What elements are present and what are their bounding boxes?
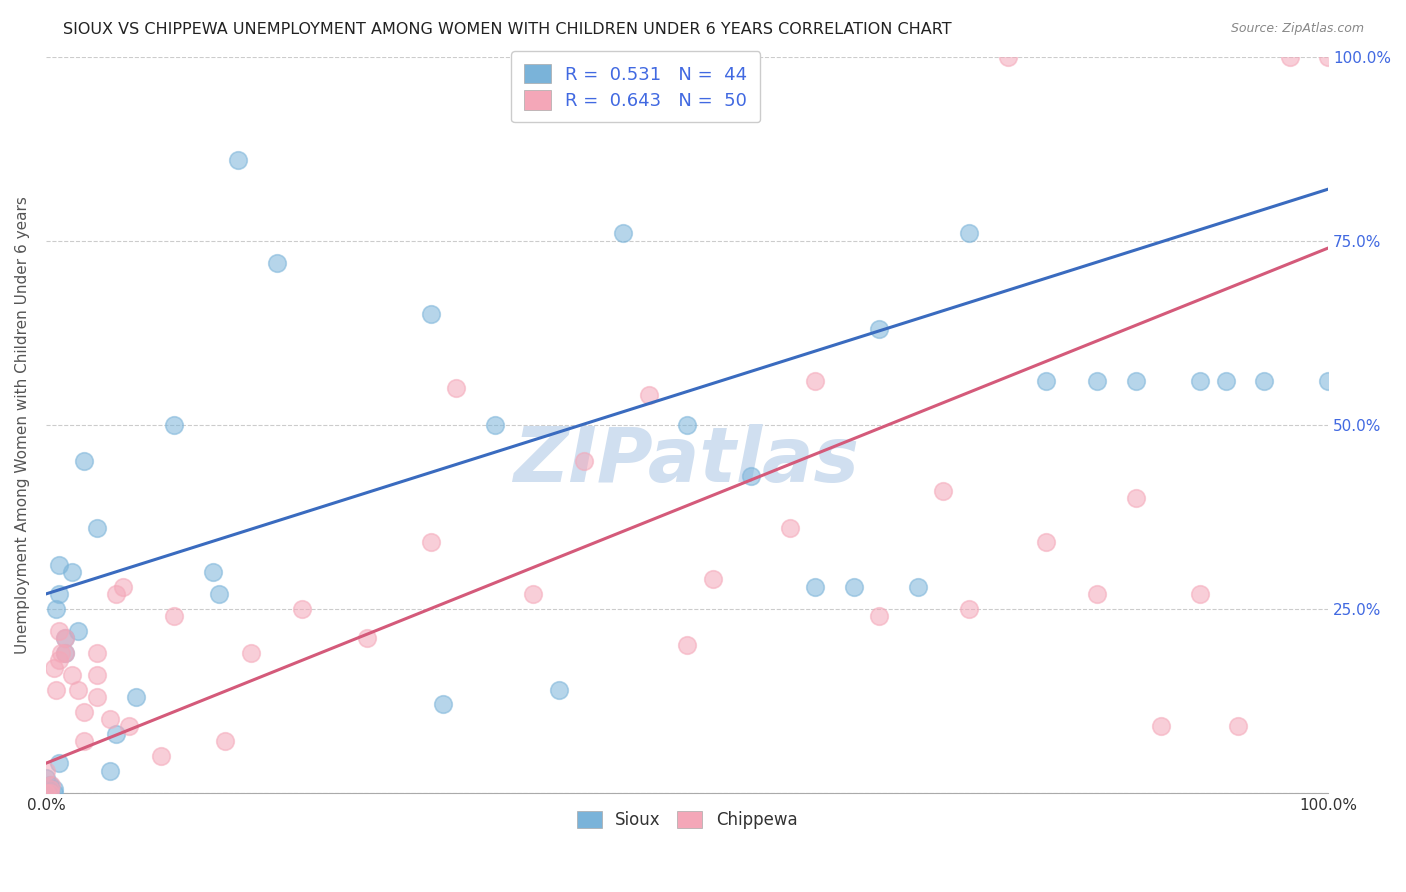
Point: [291, 601, 314, 615]
Point: [48, 756, 70, 771]
Point: [432, 698, 454, 712]
Point: [547, 682, 569, 697]
Point: [125, 690, 148, 704]
Point: [201, 565, 224, 579]
Point: [1188, 374, 1211, 388]
Point: [1253, 374, 1275, 388]
Point: [907, 580, 929, 594]
Point: [38, 778, 60, 792]
Point: [66, 682, 89, 697]
Point: [740, 469, 762, 483]
Point: [574, 454, 596, 468]
Point: [150, 748, 173, 763]
Point: [446, 381, 468, 395]
Point: [1085, 587, 1108, 601]
Point: [45, 601, 67, 615]
Text: Source: ZipAtlas.com: Source: ZipAtlas.com: [1230, 22, 1364, 36]
Point: [38, 782, 60, 797]
Point: [1227, 719, 1250, 733]
Point: [1188, 587, 1211, 601]
Point: [105, 587, 128, 601]
Point: [163, 609, 186, 624]
Point: [53, 646, 76, 660]
Point: [163, 417, 186, 432]
Point: [214, 734, 236, 748]
Point: [419, 535, 441, 549]
Point: [42, 782, 65, 797]
Point: [35, 786, 58, 800]
Point: [60, 565, 83, 579]
Point: [804, 374, 827, 388]
Point: [868, 322, 890, 336]
Point: [111, 580, 134, 594]
Point: [51, 646, 73, 660]
Legend: Sioux, Chippewa: Sioux, Chippewa: [569, 805, 804, 836]
Point: [637, 388, 659, 402]
Point: [1215, 374, 1237, 388]
Point: [98, 764, 121, 778]
Point: [73, 454, 96, 468]
Point: [86, 668, 108, 682]
Point: [932, 483, 955, 498]
Point: [48, 558, 70, 572]
Point: [226, 153, 249, 167]
Point: [702, 572, 724, 586]
Point: [240, 646, 263, 660]
Point: [53, 631, 76, 645]
Point: [676, 417, 699, 432]
Text: ZIPatlas: ZIPatlas: [515, 425, 860, 499]
Point: [1317, 50, 1340, 64]
Point: [53, 631, 76, 645]
Point: [612, 227, 634, 241]
Point: [1317, 374, 1340, 388]
Point: [45, 682, 67, 697]
Point: [73, 705, 96, 719]
Point: [73, 734, 96, 748]
Point: [118, 719, 141, 733]
Point: [1125, 374, 1147, 388]
Point: [35, 771, 58, 785]
Point: [842, 580, 865, 594]
Point: [1278, 50, 1301, 64]
Point: [779, 521, 801, 535]
Point: [1125, 491, 1147, 506]
Point: [53, 646, 76, 660]
Point: [997, 50, 1019, 64]
Point: [419, 307, 441, 321]
Point: [35, 764, 58, 778]
Point: [86, 690, 108, 704]
Point: [676, 639, 699, 653]
Point: [66, 624, 89, 638]
Point: [86, 521, 108, 535]
Point: [1150, 719, 1173, 733]
Point: [208, 587, 231, 601]
Point: [522, 587, 544, 601]
Point: [38, 782, 60, 797]
Point: [356, 631, 378, 645]
Y-axis label: Unemployment Among Women with Children Under 6 years: Unemployment Among Women with Children U…: [15, 195, 30, 654]
Point: [48, 624, 70, 638]
Point: [105, 727, 128, 741]
Point: [48, 653, 70, 667]
Point: [38, 786, 60, 800]
Point: [98, 712, 121, 726]
Point: [868, 609, 890, 624]
Point: [39, 778, 62, 792]
Point: [957, 227, 980, 241]
Point: [484, 417, 506, 432]
Point: [804, 580, 827, 594]
Point: [1035, 535, 1057, 549]
Point: [48, 587, 70, 601]
Text: SIOUX VS CHIPPEWA UNEMPLOYMENT AMONG WOMEN WITH CHILDREN UNDER 6 YEARS CORRELATI: SIOUX VS CHIPPEWA UNEMPLOYMENT AMONG WOM…: [63, 22, 952, 37]
Point: [957, 601, 980, 615]
Point: [42, 786, 65, 800]
Point: [1085, 374, 1108, 388]
Point: [35, 786, 58, 800]
Point: [86, 646, 108, 660]
Point: [42, 660, 65, 674]
Point: [60, 668, 83, 682]
Point: [1035, 374, 1057, 388]
Point: [38, 786, 60, 800]
Point: [266, 256, 288, 270]
